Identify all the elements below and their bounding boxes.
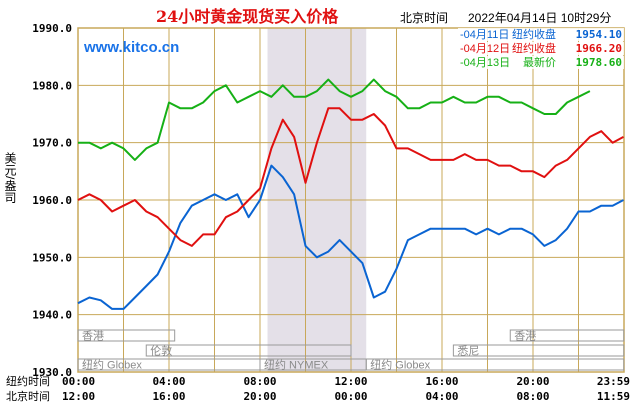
market-session-bar: [145, 344, 352, 357]
x-row-name: 北京时间: [6, 389, 50, 403]
x-tick-label: 11:59: [597, 390, 630, 403]
y-tick-label: 1930.0: [32, 366, 72, 379]
legend-entry-date: -04月12日: [460, 43, 510, 55]
legend-entry-status: 纽约收盘: [512, 27, 556, 41]
y-tick-label: 1990.0: [32, 22, 72, 35]
x-tick-labels: 纽约时间 00:00 04:00 08:00 12:00 16:00 20:00 23:59 北…: [6, 374, 630, 403]
legend-entry-date: -04月13日: [460, 57, 510, 69]
legend-entry-bg: [458, 42, 624, 55]
market-session-bar: [452, 344, 625, 357]
series-line: [77, 164, 624, 310]
market-session-label: 悉尼: [457, 345, 479, 358]
x-tick-label: 12:00: [62, 390, 95, 403]
x-tick-label: 20:00: [516, 375, 549, 388]
chart-title: 24小时黄金现货买入价格: [156, 7, 339, 26]
market-session-label: 纽约 Globex: [82, 358, 142, 372]
y-tick-label: 1950.0: [32, 251, 72, 264]
x-tick-label: 23:59: [597, 375, 630, 388]
x-tick-label: 08:00: [243, 375, 276, 388]
x-tick-label: 12:00: [334, 375, 367, 388]
watermark-text: www.kitco.cn: [83, 39, 179, 56]
x-tick-label: 20:00: [243, 390, 276, 403]
y-tick-labels: 1930.0 1940.0 1950.0 1960.0 1970.0 1980.0 1990…: [32, 22, 72, 379]
x-tick-label: 00:00: [334, 390, 367, 403]
legend-entry-bg: [458, 28, 624, 41]
legend-entry-date: -04月11日: [460, 29, 509, 41]
x-tick-label: 04:00: [425, 390, 458, 403]
x-tick-label: 16:00: [152, 390, 185, 403]
legend-entry-value: 1954.10: [576, 28, 622, 41]
x-tick-label: 00:00: [62, 375, 95, 388]
y-tick-label: 1960.0: [32, 194, 72, 207]
legend-entry-value: 1966.20: [576, 42, 622, 55]
legend-entry-status: 最新价: [523, 55, 556, 69]
market-session-bar: [77, 329, 176, 342]
market-session-label: 纽约 NYMEX: [264, 358, 329, 372]
series-line: [78, 78, 591, 161]
header-datetime: 2022年04月14日 10时29分: [468, 11, 611, 25]
legend-entry-value: 1978.60: [576, 56, 622, 69]
y-tick-label: 1980.0: [32, 79, 72, 92]
y-tick-label: 1940.0: [32, 309, 72, 322]
chart-series: [77, 78, 624, 310]
header-location: 北京时间: [400, 11, 448, 25]
market-session-label: 纽约 Globex: [370, 358, 430, 372]
series-line: [77, 107, 624, 247]
market-session-label: 香港: [514, 330, 536, 343]
legend-entry-bg: [458, 56, 624, 69]
x-tick-label: 08:00: [516, 390, 549, 403]
market-session-bar: [509, 329, 625, 342]
x-row-name: 纽约时间: [6, 374, 50, 388]
market-session-label: 香港: [82, 330, 104, 343]
market-session-bar: [365, 358, 625, 371]
y-tick-label: 1970.0: [32, 137, 72, 150]
x-tick-label: 04:00: [152, 375, 185, 388]
x-tick-label: 16:00: [425, 375, 458, 388]
y-axis-label: 美元/盎司: [3, 152, 17, 204]
chart-legend: -04月11日 纽约收盘 1954.10 -04月12日 纽约收盘 1966.20 -04月…: [458, 27, 624, 69]
market-session-label: 伦敦: [150, 344, 172, 358]
legend-entry-status: 纽约收盘: [512, 41, 556, 55]
